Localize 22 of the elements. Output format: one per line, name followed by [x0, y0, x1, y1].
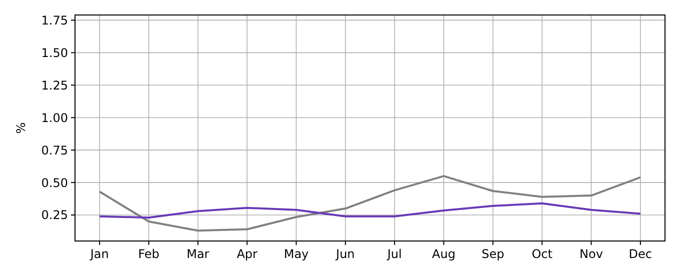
x-tick-label: Apr [236, 247, 258, 261]
y-tick-label: 1.00 [41, 110, 68, 125]
x-tick-label: Jun [335, 247, 355, 261]
x-tick-label: Jul [386, 247, 402, 261]
line-series [98, 175, 642, 232]
x-tick-label: Oct [532, 247, 553, 261]
x-tick-label: Mar [186, 247, 210, 261]
y-axis-title: % [14, 122, 28, 134]
y-tick-label: 0.50 [41, 176, 68, 190]
x-tick-label: Jan [89, 247, 109, 261]
x-tick-label: Aug [432, 247, 456, 261]
x-tick-label: Sep [482, 247, 504, 261]
x-tick-label: May [284, 247, 309, 261]
y-tick-label: 0.75 [41, 143, 68, 158]
y-tick-label: 0.25 [41, 208, 68, 222]
y-tick-label: 1.50 [41, 46, 68, 60]
line-series [98, 202, 642, 219]
x-tick-label: Dec [628, 247, 652, 261]
y-tick-label: 1.75 [41, 13, 68, 28]
y-tick-label: 1.25 [41, 78, 68, 92]
x-tick-label: Feb [138, 247, 160, 261]
x-tick-label: Nov [580, 247, 603, 261]
